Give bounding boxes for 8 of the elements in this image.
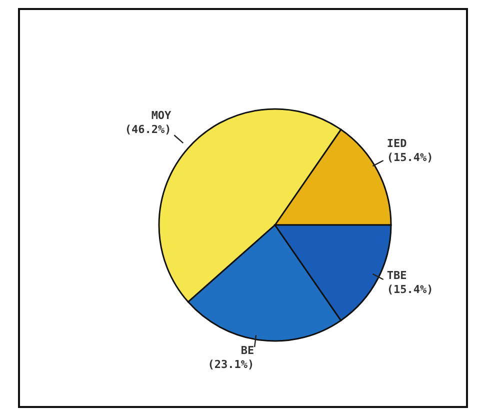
slice-label: MOY <box>151 108 172 122</box>
data-label: (23.1%) <box>208 358 254 371</box>
data-label: (15.4%) <box>386 282 434 296</box>
data-label: (15.4%) <box>386 151 434 164</box>
slice-label: IED <box>386 137 408 150</box>
data-label: (46.2%) <box>124 122 172 136</box>
slice-label: BE <box>240 344 254 357</box>
slice-label: TBE <box>386 268 407 282</box>
